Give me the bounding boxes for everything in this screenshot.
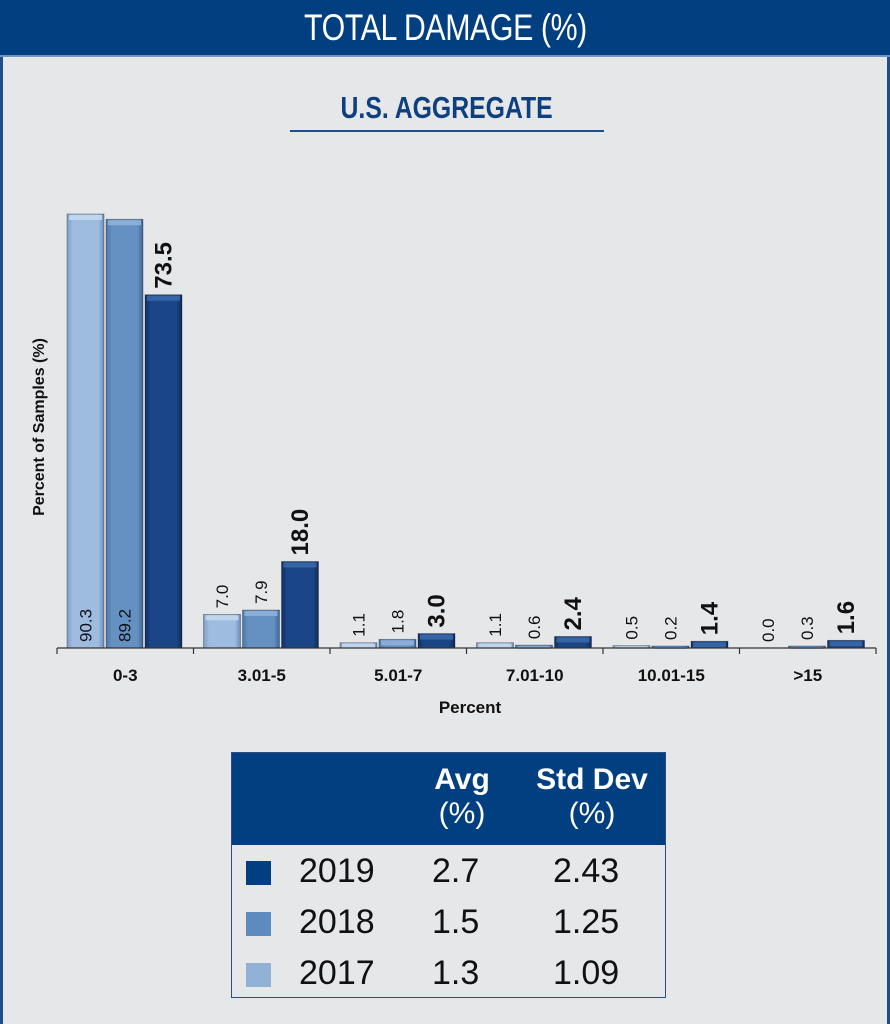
bar-bevel-2019-10.01-15: [693, 642, 726, 648]
bar-bevel-2018-3.01-5: [244, 611, 278, 617]
header-avg-unit: (%): [438, 797, 486, 830]
bar-chart: 90.3 89.2 73.5 0-3 7.0 7.9 18.0 3.01-5 1.1 1.8 3.0…: [31, 213, 877, 717]
x-tick-label: 0-3: [113, 666, 138, 685]
data-label-2017-7.01-10: 1.1: [486, 613, 505, 637]
x-axis-title: Percent: [439, 698, 502, 717]
x-tick-label: 3.01-5: [238, 666, 286, 685]
data-label-2017-5.01-7: 1.1: [350, 613, 369, 637]
stats-table: Avg (%) Std Dev (%) 2019 2.7 2.43 2018 1…: [231, 752, 666, 998]
row-year: 2019: [299, 852, 375, 890]
data-label-2019-0-3: 73.5: [151, 242, 178, 289]
data-label-2018-5.01-7: 1.8: [389, 610, 408, 634]
bar-bevel-2019-7.01-10: [556, 637, 590, 643]
title-bar: TOTAL DAMAGE (%): [0, 0, 890, 57]
x-tick-label: >15: [793, 666, 822, 685]
data-label-2017->15: 0.0: [759, 618, 778, 642]
bar-bevel-2017-7.01-10: [478, 643, 512, 649]
subtitle-text: U.S. AGGREGATE: [340, 90, 554, 125]
bar-bevel-2019-5.01-7: [420, 634, 453, 640]
row-std: 1.09: [553, 954, 620, 992]
table-row-2019: 2019 2.7 2.43: [232, 849, 665, 899]
row-avg: 2.7: [432, 852, 480, 890]
header-avg: Avg (%): [412, 763, 512, 831]
data-label-2018-0-3: 89.2: [116, 609, 135, 642]
bar-bevel-2019-0-3: [147, 295, 180, 301]
row-year: 2017: [299, 954, 375, 992]
bar-2019-0-3: [144, 294, 183, 649]
bar-2019-3.01-5: [281, 561, 319, 649]
bar-bevel-2018-5.01-7: [381, 640, 414, 646]
data-label-2018->15: 0.3: [798, 616, 817, 640]
bar-bevel-2017-5.01-7: [342, 643, 375, 649]
bar-bevel-2017-0-3: [69, 215, 102, 220]
header-std-label: Std Dev: [536, 763, 648, 796]
data-label-2019-10.01-15: 1.4: [697, 601, 724, 635]
data-label-2018-10.01-15: 0.2: [662, 616, 681, 640]
row-avg: 1.5: [432, 903, 480, 941]
chart-subtitle: U.S. AGGREGATE: [290, 90, 604, 132]
row-avg: 1.3: [432, 954, 480, 992]
row-year: 2018: [299, 903, 375, 941]
data-label-2017-10.01-15: 0.5: [623, 616, 642, 640]
table-row-2018: 2018 1.5 1.25: [232, 900, 665, 950]
data-label-2017-3.01-5: 7.0: [213, 585, 232, 609]
row-std: 1.25: [553, 903, 620, 941]
x-tick-label: 10.01-15: [638, 666, 705, 685]
bar-2018-3.01-5: [242, 609, 280, 649]
bar-bevel-2019->15: [829, 641, 863, 647]
data-label-2018-7.01-10: 0.6: [525, 615, 544, 639]
header-std-unit: (%): [568, 797, 616, 830]
table-row-2017: 2017 1.3 1.09: [232, 951, 665, 1001]
data-label-2019->15: 1.6: [833, 601, 860, 634]
y-axis-title: Percent of Samples (%): [31, 338, 48, 516]
data-label-2019-3.01-5: 18.0: [287, 509, 314, 556]
bar-2018-0-3: [105, 218, 144, 649]
bar-bevel-2018-0-3: [108, 220, 141, 226]
header-avg-label: Avg: [434, 763, 490, 796]
page-title: TOTAL DAMAGE (%): [303, 6, 587, 48]
x-tick-label: 7.01-10: [506, 666, 564, 685]
bar-bevel-2017-3.01-5: [205, 615, 239, 621]
bar-2017-0-3: [66, 213, 105, 649]
legend-swatch-2018: [246, 912, 271, 936]
legend-swatch-2017: [246, 963, 271, 987]
row-std: 2.43: [553, 852, 620, 890]
bar-bevel-2019-3.01-5: [283, 562, 317, 568]
x-tick-label: 5.01-7: [374, 666, 422, 685]
data-label-2019-7.01-10: 2.4: [560, 596, 587, 630]
stats-table-header: Avg (%) Std Dev (%): [232, 753, 665, 845]
data-label-2017-0-3: 90.3: [77, 609, 96, 642]
data-label-2019-5.01-7: 3.0: [424, 594, 451, 627]
header-std: Std Dev (%): [522, 763, 662, 831]
data-label-2018-3.01-5: 7.9: [252, 580, 271, 604]
legend-swatch-2019: [246, 861, 271, 885]
